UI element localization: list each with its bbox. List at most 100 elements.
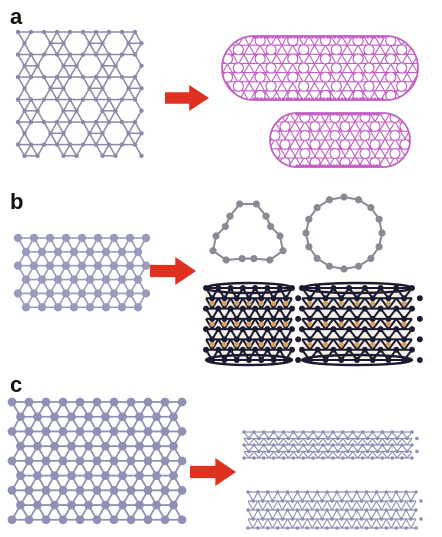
- mesh-line: [263, 451, 270, 459]
- atom: [7, 456, 17, 466]
- atom: [347, 112, 351, 116]
- mesh-hole: [319, 89, 332, 100]
- mesh-line: [312, 451, 319, 459]
- atom: [119, 97, 125, 102]
- atom-inner: [322, 341, 329, 348]
- atom: [354, 336, 360, 343]
- atom: [289, 346, 295, 353]
- atom: [233, 295, 240, 302]
- atom: [320, 517, 324, 521]
- atom: [33, 471, 42, 481]
- ring-circular: [302, 193, 386, 273]
- atom-inner: [401, 321, 407, 327]
- atom: [177, 515, 187, 525]
- atom: [252, 285, 259, 291]
- atom: [77, 289, 87, 298]
- atom: [109, 485, 119, 495]
- mesh-line: [268, 438, 275, 446]
- atom: [355, 97, 359, 101]
- atom: [118, 412, 127, 422]
- tube-right: [299, 281, 423, 367]
- mesh-hole: [309, 121, 321, 133]
- atom: [380, 35, 384, 39]
- atom: [54, 97, 60, 102]
- atom: [377, 35, 381, 39]
- mesh-line: [273, 438, 280, 446]
- atom: [380, 456, 385, 460]
- atom: [336, 436, 340, 441]
- atom-inner: [283, 321, 289, 327]
- atom: [274, 35, 278, 39]
- mesh-line: [241, 338, 250, 351]
- mesh-line: [331, 518, 338, 529]
- mesh-line: [316, 500, 323, 511]
- atom: [379, 517, 384, 521]
- atom: [369, 499, 374, 503]
- atom: [69, 303, 79, 312]
- atom: [117, 247, 127, 257]
- atom: [313, 164, 318, 168]
- atom: [203, 346, 209, 353]
- atom: [299, 326, 305, 333]
- atom: [329, 35, 333, 39]
- panel-c: c: [0, 370, 442, 537]
- atom: [139, 108, 144, 114]
- atom: [369, 336, 376, 343]
- atom-inner: [270, 321, 277, 327]
- atom: [93, 74, 99, 80]
- mesh-line: [396, 451, 403, 459]
- mesh-hole: [396, 44, 408, 56]
- mesh-line: [364, 297, 374, 310]
- atom: [106, 119, 112, 125]
- atom: [270, 295, 277, 302]
- mesh-line: [222, 36, 234, 100]
- mesh-line: [168, 36, 205, 100]
- atom: [300, 499, 305, 503]
- atom: [252, 305, 259, 312]
- atom: [404, 508, 408, 512]
- atom: [221, 222, 229, 231]
- atom: [278, 97, 282, 101]
- atom: [100, 108, 105, 114]
- atom: [257, 449, 261, 454]
- atom: [257, 436, 261, 441]
- atom: [80, 142, 86, 147]
- mesh-line: [387, 318, 398, 330]
- atom: [117, 275, 127, 284]
- atom: [53, 303, 63, 312]
- mesh-hole: [396, 62, 408, 74]
- tube-wide: [246, 490, 423, 530]
- mesh-line: [235, 297, 244, 310]
- mesh-line: [287, 518, 293, 529]
- atom: [314, 326, 321, 333]
- mesh-line: [291, 518, 298, 529]
- mesh-line: [309, 318, 319, 330]
- mesh-line: [306, 518, 313, 529]
- atom: [261, 517, 265, 521]
- mesh-hole: [363, 62, 375, 74]
- atom: [209, 295, 216, 302]
- atom: [215, 346, 222, 353]
- atom-inner: [370, 321, 376, 327]
- atom: [319, 164, 324, 168]
- mesh-line: [141, 36, 178, 100]
- panel-label-a: a: [10, 4, 23, 29]
- lattice-atoms: [13, 233, 151, 312]
- atom: [58, 515, 68, 525]
- panel-c-arrow: [190, 458, 236, 486]
- atom: [177, 485, 187, 495]
- atom: [118, 471, 127, 481]
- atom: [100, 41, 105, 46]
- mesh-line: [324, 338, 335, 351]
- mesh-line: [189, 113, 220, 167]
- atom: [350, 443, 355, 447]
- mesh-hole: [298, 80, 310, 92]
- atom: [385, 315, 392, 322]
- mesh-line: [331, 500, 338, 511]
- atom: [169, 412, 178, 422]
- mesh-line: [284, 297, 293, 310]
- atom: [246, 357, 252, 363]
- atom: [270, 97, 274, 101]
- atom: [53, 275, 63, 284]
- mesh-line: [348, 338, 358, 351]
